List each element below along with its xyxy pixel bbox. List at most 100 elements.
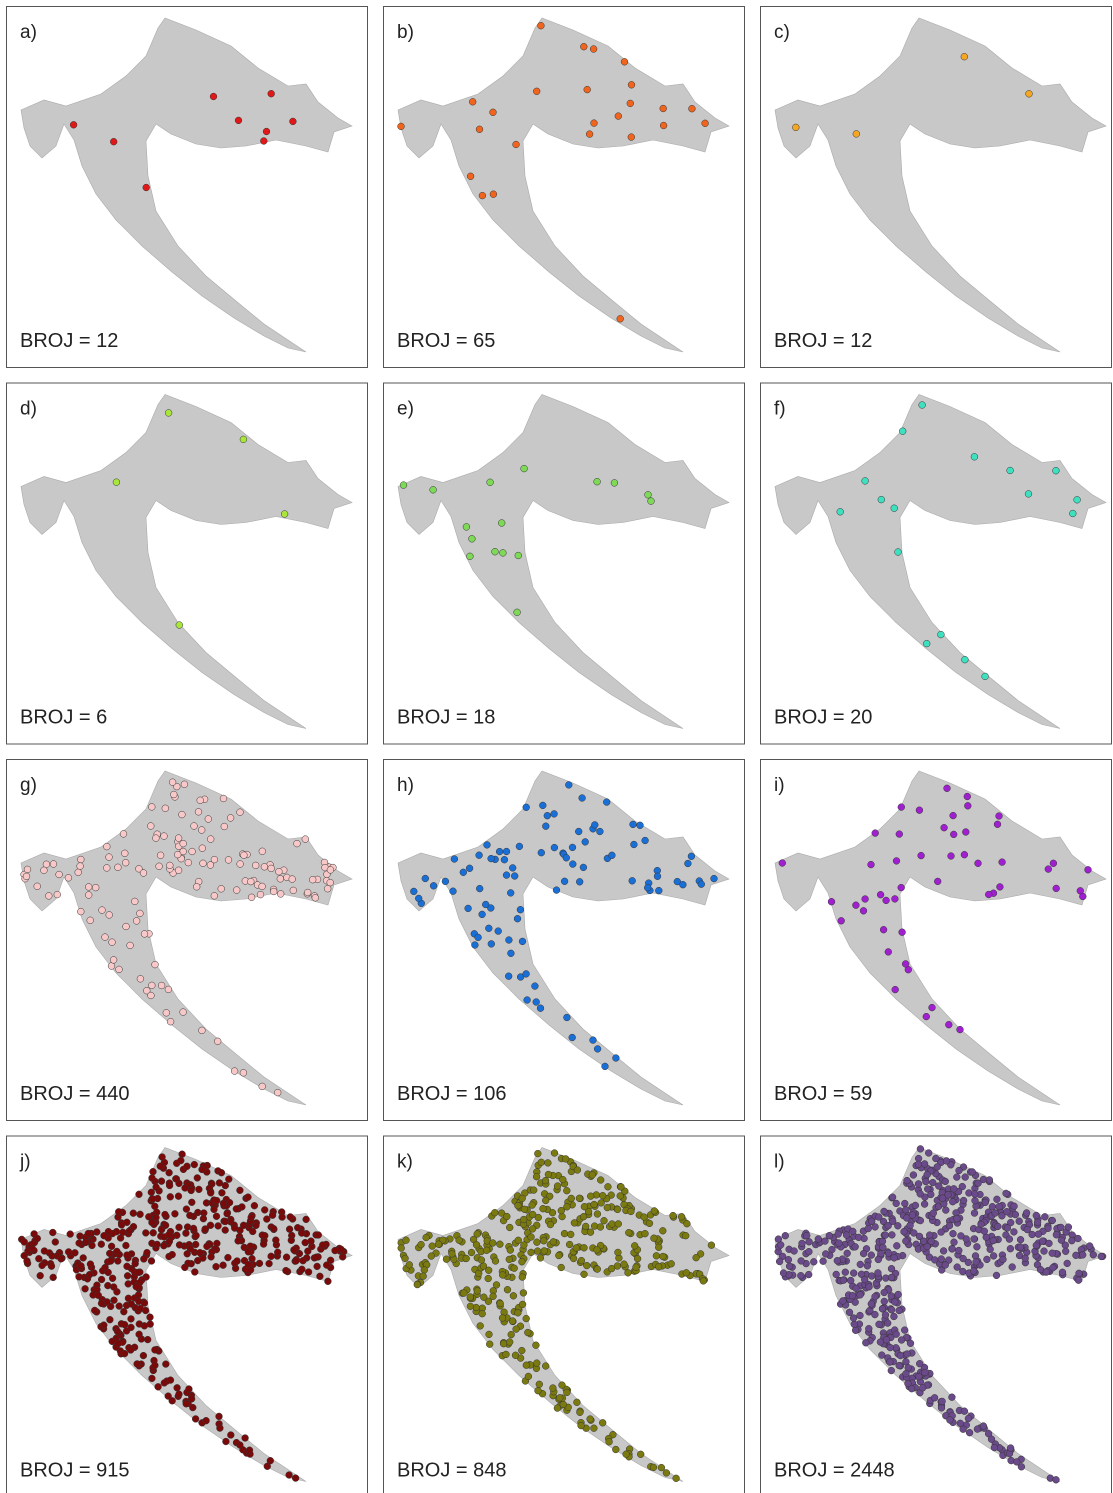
location-dot <box>76 862 84 870</box>
location-dot <box>256 890 265 899</box>
location-dot <box>878 1351 886 1359</box>
location-dot <box>923 639 931 648</box>
location-dot <box>469 98 477 106</box>
location-dot <box>230 1067 239 1075</box>
location-dot <box>950 830 958 839</box>
location-dot <box>1015 1217 1023 1225</box>
location-dot <box>988 1203 997 1211</box>
location-dot <box>797 1257 805 1265</box>
location-dot <box>604 1183 612 1191</box>
location-dot <box>81 1285 89 1293</box>
location-dot <box>288 875 296 883</box>
location-dot <box>520 1205 529 1213</box>
location-dot <box>293 839 301 848</box>
location-dot <box>157 981 166 990</box>
location-dot <box>923 1170 931 1179</box>
location-dot <box>134 1291 143 1299</box>
location-dot <box>985 1176 994 1184</box>
location-dot <box>166 861 174 870</box>
location-dot <box>620 58 629 66</box>
location-dot <box>981 1198 989 1207</box>
location-dot <box>170 790 178 799</box>
location-dot <box>123 1272 132 1280</box>
location-dot <box>652 1252 661 1260</box>
location-dot <box>278 1213 286 1221</box>
location-dot <box>887 1366 895 1375</box>
location-dot <box>644 884 652 892</box>
location-dot <box>448 1250 456 1258</box>
location-dot <box>921 1368 929 1377</box>
location-dot <box>938 1194 947 1202</box>
location-dot <box>943 784 951 792</box>
location-dot <box>993 820 1002 828</box>
location-dot <box>567 1230 575 1239</box>
location-dot <box>550 1149 559 1157</box>
location-dot <box>506 1338 514 1346</box>
location-dot <box>198 844 206 852</box>
location-dot <box>922 1012 930 1021</box>
location-dot <box>499 1271 507 1279</box>
location-dot <box>77 907 85 916</box>
location-dot <box>499 549 507 557</box>
location-dot <box>555 1251 563 1260</box>
location-dot <box>49 860 58 868</box>
location-dot <box>166 1193 174 1201</box>
location-dot <box>417 1240 425 1249</box>
location-dot <box>843 1249 851 1257</box>
count-label: BROJ = 106 <box>397 1083 507 1105</box>
location-dot <box>85 883 93 891</box>
location-dot <box>474 933 482 942</box>
location-dot <box>1089 1251 1097 1259</box>
location-dot <box>487 904 495 912</box>
location-dot <box>960 53 968 61</box>
location-dot <box>143 987 151 995</box>
location-dot <box>131 897 139 906</box>
location-dot <box>397 1244 405 1252</box>
location-dot <box>506 1246 514 1254</box>
location-dot <box>513 915 522 923</box>
location-dot <box>821 1237 829 1245</box>
panel-label: j) <box>19 1152 31 1173</box>
location-dot <box>210 892 218 900</box>
location-dot <box>999 1255 1007 1264</box>
location-dot <box>585 130 594 138</box>
location-dot <box>236 1186 244 1194</box>
location-dot <box>299 1257 307 1265</box>
location-dot <box>304 888 312 897</box>
location-dot <box>928 1003 936 1012</box>
location-dot <box>97 1299 106 1308</box>
location-dot <box>940 824 948 832</box>
location-dot <box>960 851 969 859</box>
location-dot <box>924 1185 932 1193</box>
location-dot <box>1033 1218 1042 1226</box>
location-dot <box>974 1179 982 1187</box>
location-dot <box>961 656 969 664</box>
count-label: BROJ = 6 <box>20 707 107 729</box>
location-dot <box>852 1284 860 1292</box>
location-dot <box>161 1221 170 1229</box>
location-dot <box>497 1209 506 1217</box>
location-dot <box>797 1272 805 1280</box>
location-dot <box>950 1185 958 1193</box>
location-dot <box>192 1231 200 1240</box>
location-dot <box>179 1008 187 1016</box>
location-dot <box>865 1325 873 1333</box>
location-dot <box>556 1394 564 1402</box>
location-dot <box>114 1339 122 1348</box>
location-dot <box>53 890 61 899</box>
location-dot <box>94 1291 102 1299</box>
location-dot <box>871 1310 879 1319</box>
location-dot <box>533 1247 542 1255</box>
location-dot <box>115 965 123 974</box>
location-dot <box>649 1463 658 1472</box>
location-dot <box>553 1182 562 1190</box>
location-dot <box>226 814 235 822</box>
panel: b) BROJ = 65 <box>383 6 745 368</box>
location-dot <box>148 1218 156 1227</box>
location-dot <box>326 878 334 887</box>
location-dot <box>640 1213 648 1221</box>
location-dot <box>1006 1444 1015 1452</box>
location-dot <box>276 875 284 883</box>
location-dot <box>202 1417 210 1425</box>
location-dot <box>973 1243 981 1251</box>
